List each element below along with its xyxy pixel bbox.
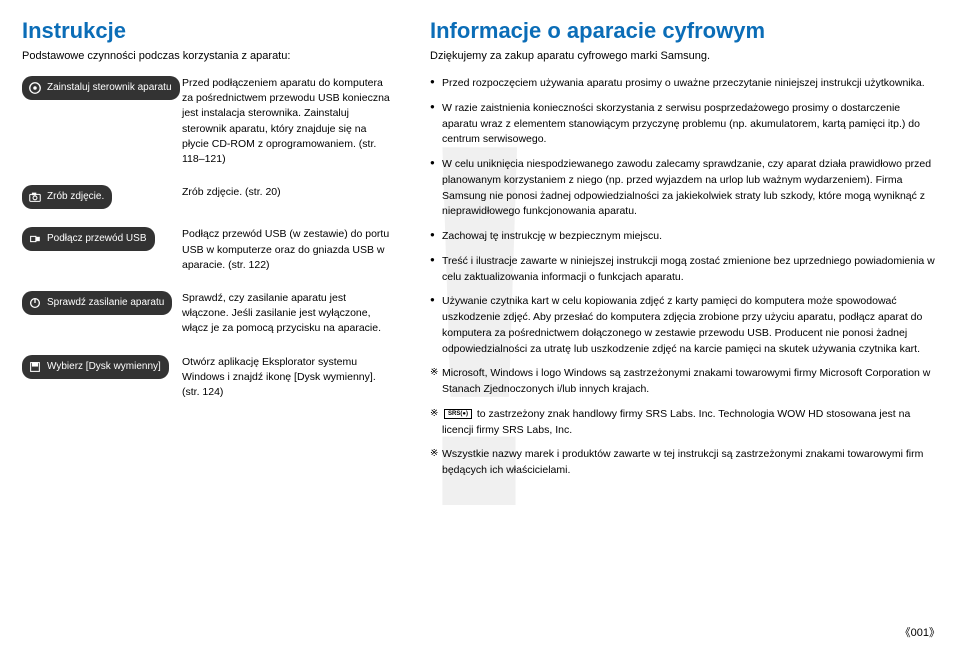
step-badge-col: Zainstaluj sterownik aparatu: [22, 76, 182, 167]
step-badge-col: Wybierz [Dysk wymienny]: [22, 355, 182, 401]
power-icon: [28, 296, 42, 310]
bullet-item: Wszystkie nazwy marek i produktów zawart…: [430, 447, 938, 479]
page-number-value: 001: [911, 627, 929, 639]
bracket-open: 《: [900, 627, 911, 639]
bullet-item: Zachowaj tę instrukcję w bezpiecznym mie…: [430, 229, 938, 245]
step-description: Sprawdź, czy zasilanie aparatu jest włąc…: [182, 291, 398, 337]
left-subtitle: Podstawowe czynności podczas korzystania…: [22, 50, 398, 62]
page: ! Instrukcje Podstawowe czynności podcza…: [0, 0, 960, 652]
bullets-container: Przed rozpoczęciem używania aparatu pros…: [430, 76, 938, 479]
step-row: Zainstaluj sterownik aparatu Przed podłąc…: [22, 76, 398, 167]
step-row: Wybierz [Dysk wymienny] Otwórz aplikację …: [22, 355, 398, 401]
disk-icon: [28, 360, 42, 374]
bullet-item: Treść i ilustracje zawarte w niniejszej …: [430, 254, 938, 286]
bullet-item: W razie zaistnienia konieczności skorzys…: [430, 101, 938, 148]
step-description: Otwórz aplikację Eksplorator systemu Win…: [182, 355, 398, 401]
step-badge-label: Zainstaluj sterownik aparatu: [47, 80, 172, 96]
left-column: Instrukcje Podstawowe czynności podczas …: [0, 0, 420, 652]
step-badge-label: Sprawdź zasilanie aparatu: [47, 295, 164, 311]
step-row: Zrób zdjęcie. Zrób zdjęcie. (str. 20): [22, 185, 398, 209]
step-badge: Sprawdź zasilanie aparatu: [22, 291, 172, 315]
step-badge: Podłącz przewód USB: [22, 227, 155, 251]
disc-icon: [28, 81, 42, 95]
page-number: 《001》: [900, 624, 940, 640]
left-title: Instrukcje: [22, 18, 398, 44]
step-badge-label: Zrób zdjęcie.: [47, 189, 104, 205]
step-badge: Zainstaluj sterownik aparatu: [22, 76, 180, 100]
bullet-item: W celu uniknięcia niespodziewanego zawod…: [430, 157, 938, 220]
bullet-item: Microsoft, Windows i logo Windows są zas…: [430, 366, 938, 398]
camera-icon: [28, 190, 42, 204]
step-badge-label: Podłącz przewód USB: [47, 231, 147, 247]
bracket-close: 》: [929, 627, 940, 639]
step-description: Podłącz przewód USB (w zestawie) do port…: [182, 227, 398, 273]
right-column: Informacje o aparacie cyfrowym Dziękujem…: [420, 0, 960, 652]
usb-icon: [28, 232, 42, 246]
step-badge: Zrób zdjęcie.: [22, 185, 112, 209]
bullet-item: Przed rozpoczęciem używania aparatu pros…: [430, 76, 938, 92]
step-description: Przed podłączeniem aparatu do komputera …: [182, 76, 398, 167]
step-badge-label: Wybierz [Dysk wymienny]: [47, 359, 161, 375]
step-row: Podłącz przewód USB Podłącz przewód USB (…: [22, 227, 398, 273]
right-title: Informacje o aparacie cyfrowym: [430, 18, 938, 44]
step-badge-col: Zrób zdjęcie.: [22, 185, 182, 209]
step-row: Sprawdź zasilanie aparatu Sprawdź, czy za…: [22, 291, 398, 337]
bullet-item: SRS(●) to zastrzeżony znak handlowy firm…: [430, 407, 938, 439]
srs-logo-icon: SRS(●): [444, 409, 472, 419]
step-badge: Wybierz [Dysk wymienny]: [22, 355, 169, 379]
bullet-text: to zastrzeżony znak handlowy firmy SRS L…: [442, 408, 910, 436]
step-badge-col: Podłącz przewód USB: [22, 227, 182, 273]
steps-container: Zainstaluj sterownik aparatu Przed podłąc…: [22, 76, 398, 400]
step-badge-col: Sprawdź zasilanie aparatu: [22, 291, 182, 337]
bullet-item: Używanie czytnika kart w celu kopiowania…: [430, 294, 938, 357]
step-description: Zrób zdjęcie. (str. 20): [182, 185, 285, 209]
right-subtitle: Dziękujemy za zakup aparatu cyfrowego ma…: [430, 50, 938, 62]
